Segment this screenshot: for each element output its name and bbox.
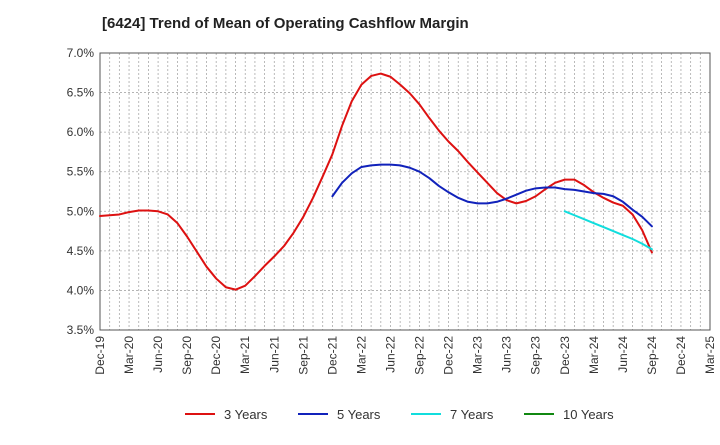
x-tick-label: Sep-21	[296, 336, 310, 375]
x-tick-label: Dec-22	[442, 336, 456, 375]
x-tick-label: Jun-23	[500, 336, 514, 373]
x-tick-label: Dec-23	[558, 336, 572, 375]
chart-title: [6424] Trend of Mean of Operating Cashfl…	[102, 15, 469, 32]
x-tick-label: Dec-24	[674, 336, 688, 375]
legend-label-7-years: 7 Years	[450, 407, 494, 422]
series-line-7-years	[563, 210, 653, 251]
x-tick-label: Jun-22	[383, 336, 397, 373]
x-tick-label: Jun-24	[616, 336, 630, 373]
x-tick-label: Sep-24	[645, 336, 659, 375]
x-tick-label: Dec-20	[209, 336, 223, 375]
series-line-3-years	[99, 72, 653, 291]
y-tick-label: 7.0%	[67, 46, 95, 60]
x-tick-label: Mar-21	[238, 336, 252, 374]
plot-frame	[99, 52, 711, 331]
x-tick-label: Mar-20	[122, 336, 136, 374]
x-tick-label: Mar-23	[471, 336, 485, 374]
legend-label-5-years: 5 Years	[337, 407, 381, 422]
y-tick-label: 5.5%	[67, 165, 95, 179]
y-tick-label: 5.0%	[67, 204, 95, 218]
x-tick-label: Sep-22	[413, 336, 427, 375]
x-tick-label: Mar-25	[703, 336, 717, 374]
x-tick-label: Mar-22	[354, 336, 368, 374]
x-tick-label: Jun-21	[267, 336, 281, 373]
legend-label-3-years: 3 Years	[224, 407, 268, 422]
x-tick-label: Sep-23	[529, 336, 543, 375]
plot-area	[100, 53, 710, 330]
x-tick-label: Jun-20	[151, 336, 165, 373]
y-tick-label: 4.5%	[67, 244, 95, 258]
series-line-5-years	[331, 163, 653, 228]
x-tick-label: Mar-24	[587, 336, 601, 374]
y-tick-label: 6.5%	[67, 86, 95, 100]
x-tick-label: Sep-20	[180, 336, 194, 375]
y-tick-label: 3.5%	[67, 323, 95, 337]
x-tick-label: Dec-21	[325, 336, 339, 375]
legend-label-10-years: 10 Years	[563, 407, 614, 422]
x-tick-label: Dec-19	[93, 336, 107, 375]
y-tick-label: 6.0%	[67, 125, 95, 139]
y-tick-label: 4.0%	[67, 283, 95, 297]
